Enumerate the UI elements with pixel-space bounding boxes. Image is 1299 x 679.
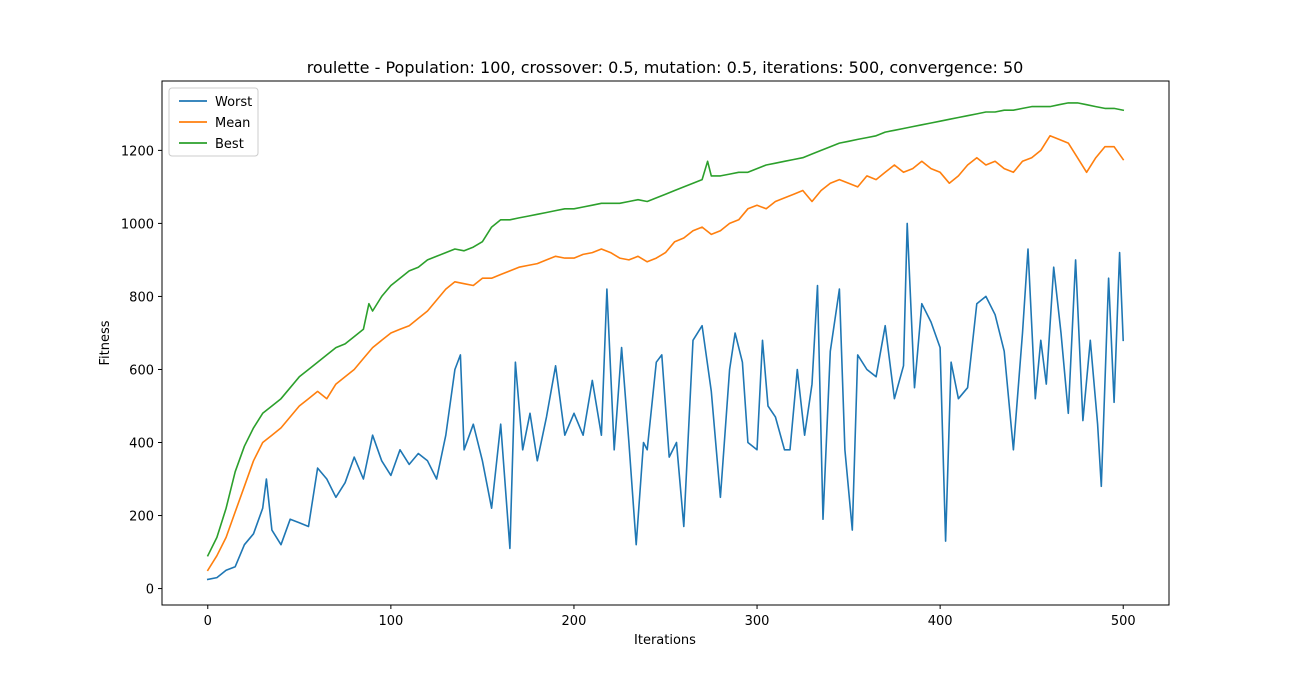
legend: Worst Mean Best xyxy=(168,87,259,157)
x-tick-label: 400 xyxy=(928,614,953,629)
series-line-worst xyxy=(206,222,1125,581)
y-axis-label: Fitness xyxy=(98,320,113,365)
x-axis-label: Iterations xyxy=(634,633,696,648)
series-line-best xyxy=(206,102,1125,557)
legend-label-mean: Mean xyxy=(215,116,250,131)
x-tick-label: 100 xyxy=(378,614,403,629)
legend-label-best: Best xyxy=(215,137,244,152)
y-tick-label: 800 xyxy=(129,290,154,305)
y-tick-label: 200 xyxy=(129,510,154,525)
y-tick-label: 0 xyxy=(146,583,154,598)
y-axis: 0 200 400 600 800 1000 1200 xyxy=(121,144,162,598)
x-tick-label: 300 xyxy=(745,614,770,629)
y-tick-label: 1000 xyxy=(121,217,154,232)
chart-title: roulette - Population: 100, crossover: 0… xyxy=(307,58,1024,77)
y-tick-label: 600 xyxy=(129,363,154,378)
y-tick-label: 1200 xyxy=(121,144,154,159)
plot-frame xyxy=(161,80,1170,606)
x-tick-label: 200 xyxy=(562,614,587,629)
x-tick-label: 0 xyxy=(204,614,212,629)
plot-area xyxy=(161,80,1170,606)
y-tick-label: 400 xyxy=(129,437,154,452)
legend-label-worst: Worst xyxy=(215,95,252,110)
x-axis: 0 100 200 300 400 500 xyxy=(204,605,1136,629)
series-line-mean xyxy=(206,135,1125,572)
x-tick-label: 500 xyxy=(1111,614,1136,629)
legend-box xyxy=(168,87,259,157)
